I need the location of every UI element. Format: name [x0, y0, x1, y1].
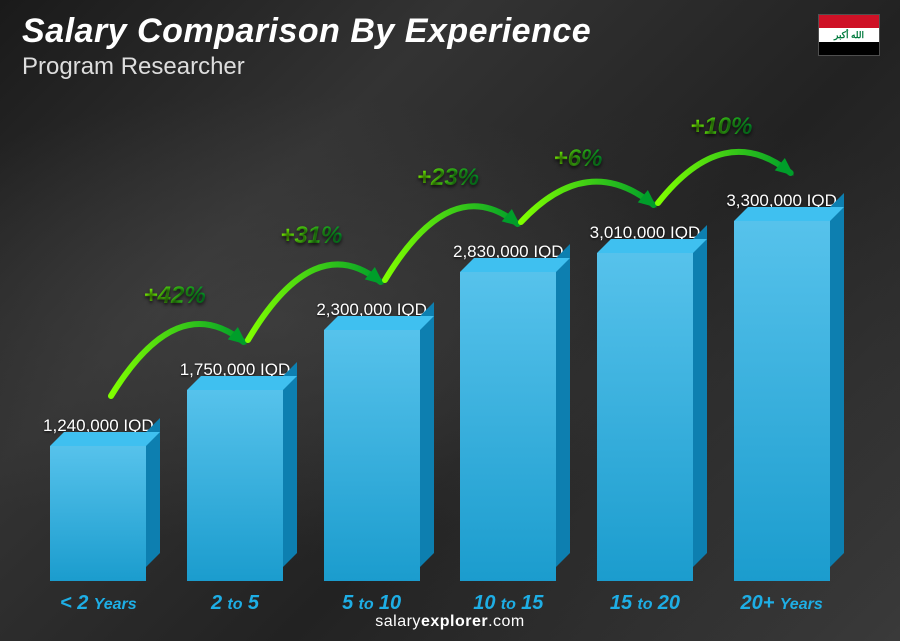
bar-front — [50, 446, 146, 581]
bar — [50, 446, 146, 581]
country-flag-iraq: الله أكبر — [818, 14, 880, 56]
bar-category-label: 20+ Years — [712, 592, 852, 615]
bar-side — [556, 244, 570, 567]
bar-slot: 2,300,000 IQD5 to 10 — [309, 300, 435, 581]
bar-slot: 2,830,000 IQD10 to 15 — [445, 242, 571, 581]
bar-category-label: 5 to 10 — [302, 592, 442, 615]
bar-front — [597, 253, 693, 581]
footer-prefix: salary — [375, 613, 421, 630]
bar-top — [734, 207, 846, 223]
bar-side — [830, 193, 844, 567]
bar-front — [460, 272, 556, 581]
bar-category-label: 10 to 15 — [438, 592, 578, 615]
bar-side — [283, 362, 297, 567]
bar-top — [460, 258, 572, 274]
growth-pct-label: +10% — [690, 113, 752, 141]
flag-script: الله أكبر — [819, 28, 879, 42]
bar-top — [50, 432, 162, 448]
bar-top — [597, 239, 709, 255]
bar-side — [693, 225, 707, 567]
bar-category-label: 2 to 5 — [165, 592, 305, 615]
bar-category-label: < 2 Years — [28, 592, 168, 615]
flag-stripe-bot — [819, 42, 879, 55]
bar — [187, 390, 283, 581]
bar-front — [187, 390, 283, 581]
footer-bold: explorer — [421, 613, 488, 630]
bar-category-label: 15 to 20 — [575, 592, 715, 615]
bar-front — [324, 330, 420, 581]
header: Salary Comparison By Experience Program … — [22, 12, 591, 81]
footer-attribution: salaryexplorer.com — [0, 613, 900, 631]
bar-slot: 3,300,000 IQD20+ Years — [719, 191, 845, 581]
bar — [597, 253, 693, 581]
bar — [734, 221, 830, 581]
bar-top — [187, 376, 299, 392]
bar-side — [420, 302, 434, 567]
bar-chart: 1,240,000 IQD< 2 Years1,750,000 IQD2 to … — [30, 141, 850, 581]
bar — [324, 330, 420, 581]
chart-title: Salary Comparison By Experience — [22, 12, 591, 51]
footer-suffix: .com — [488, 613, 525, 630]
bar — [460, 272, 556, 581]
bar-top — [324, 316, 436, 332]
flag-stripe-top — [819, 15, 879, 28]
bar-front — [734, 221, 830, 581]
bar-slot: 1,750,000 IQD2 to 5 — [172, 360, 298, 581]
bar-slot: 3,010,000 IQD15 to 20 — [582, 223, 708, 581]
chart-subtitle: Program Researcher — [22, 53, 591, 81]
bar-slot: 1,240,000 IQD< 2 Years — [35, 416, 161, 581]
